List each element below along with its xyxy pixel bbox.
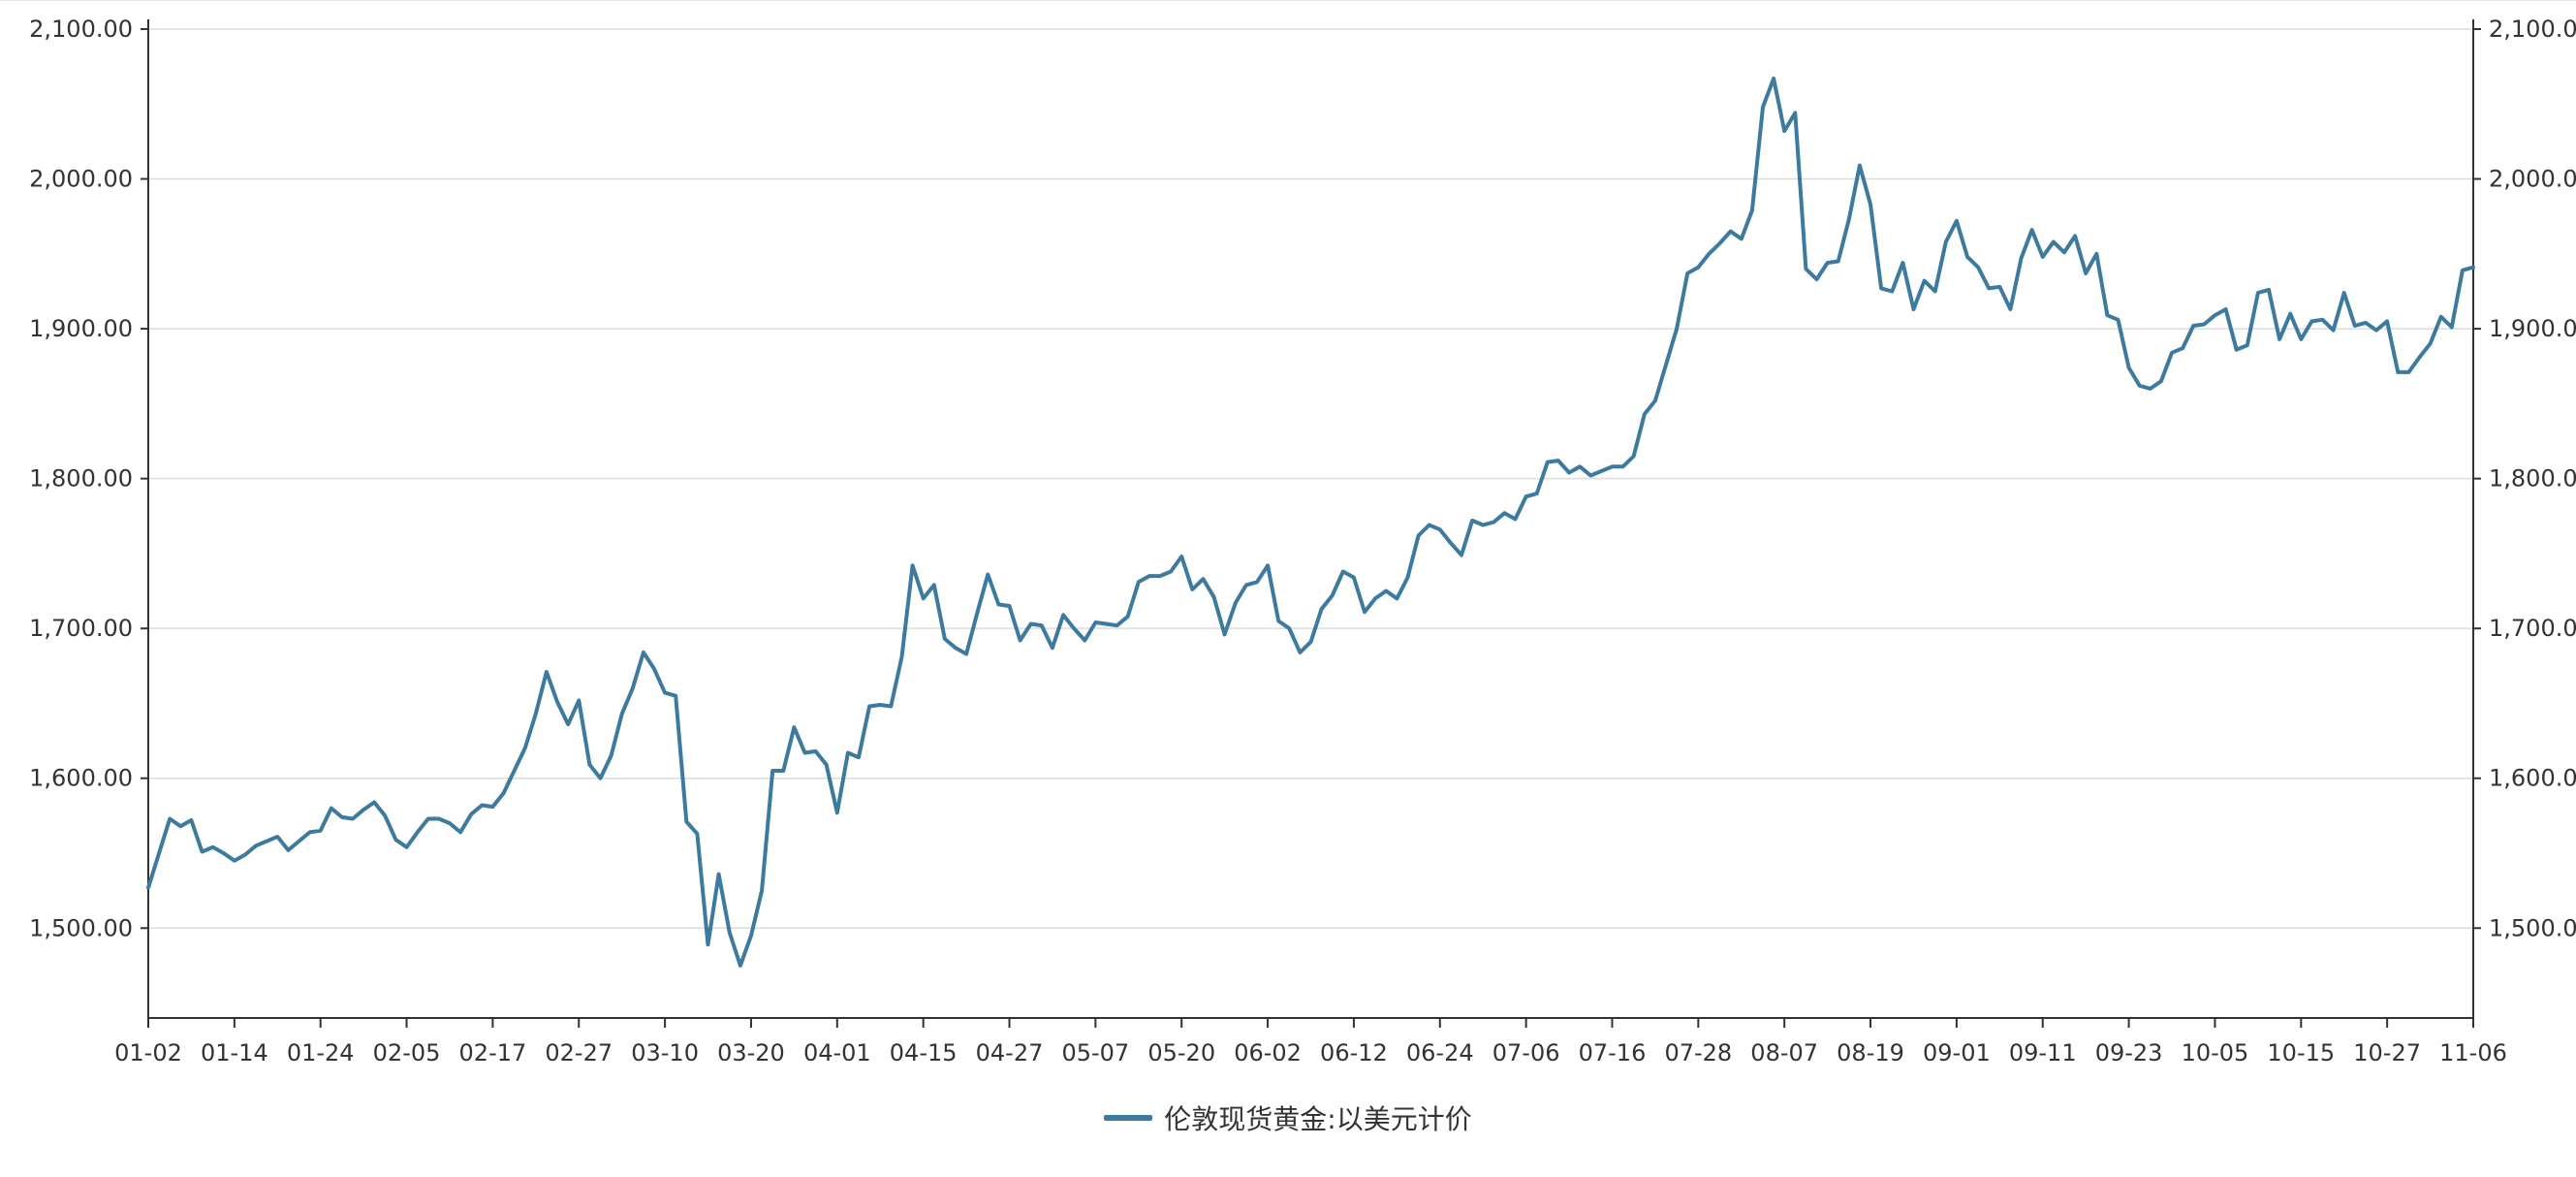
x-tick-label: 06-02 (1234, 1039, 1302, 1066)
x-tick-label: 01-02 (114, 1039, 182, 1066)
grid-lines (148, 28, 2473, 930)
x-tick-label: 02-05 (373, 1039, 441, 1066)
x-tick-label: 06-24 (1406, 1039, 1474, 1066)
y-tick-label-left: 1,700.00 (29, 615, 133, 642)
y-tick-label-right: 1,900.00 (2489, 315, 2576, 342)
y-tick-label-left: 2,100.00 (29, 16, 133, 43)
x-tick-label: 02-27 (545, 1039, 613, 1066)
x-tick-label: 01-14 (201, 1039, 268, 1066)
top-divider (0, 0, 2576, 1)
x-tick-label: 10-05 (2182, 1039, 2249, 1066)
x-tick-label: 09-01 (1923, 1039, 1991, 1066)
x-tick-label: 09-11 (2009, 1039, 2077, 1066)
x-tick-label: 10-15 (2267, 1039, 2335, 1066)
axes: 1,500.00 1,500.00 1,600.00 1,600.00 1,700.00… (29, 16, 2576, 1066)
x-tick-label: 03-20 (717, 1039, 785, 1066)
y-tick-label-right: 1,700.00 (2489, 615, 2576, 642)
y-tick-label-right: 1,800.00 (2489, 465, 2576, 493)
x-tick-label: 02-17 (459, 1039, 527, 1066)
series-line[interactable] (146, 77, 2475, 968)
legend[interactable]: 伦敦现货黄金:以美元计价 (0, 1096, 2576, 1140)
y-tick-label-right: 2,100.00 (2489, 16, 2576, 43)
y-tick-label-left: 2,000.00 (29, 166, 133, 193)
x-tick-label: 05-20 (1147, 1039, 1215, 1066)
y-tick-label-left: 1,500.00 (29, 914, 133, 941)
x-tick-label: 07-16 (1579, 1039, 1647, 1066)
legend-label: 伦敦现货黄金:以美元计价 (1164, 1103, 1472, 1135)
y-tick-label-right: 1,600.00 (2489, 765, 2576, 792)
x-tick-label: 03-10 (631, 1039, 699, 1066)
y-tick-label-left: 1,600.00 (29, 765, 133, 792)
series-layer (146, 77, 2475, 968)
x-tick-label: 08-19 (1837, 1039, 1904, 1066)
x-tick-label: 07-06 (1492, 1039, 1560, 1066)
legend-swatch (1104, 1115, 1153, 1121)
x-tick-label: 05-07 (1061, 1039, 1129, 1066)
x-tick-label: 08-07 (1750, 1039, 1818, 1066)
x-tick-label: 10-27 (2353, 1039, 2421, 1066)
x-tick-label: 11-06 (2439, 1039, 2507, 1066)
x-tick-label: 09-23 (2095, 1039, 2163, 1066)
x-tick-label: 04-01 (803, 1039, 871, 1066)
x-tick-label: 07-28 (1664, 1039, 1732, 1066)
x-tick-label: 06-12 (1320, 1039, 1388, 1066)
y-tick-label-right: 1,500.00 (2489, 914, 2576, 941)
y-tick-label-left: 1,800.00 (29, 465, 133, 493)
y-tick-label-right: 2,000.00 (2489, 166, 2576, 193)
y-tick-label-left: 1,900.00 (29, 315, 133, 342)
x-tick-label: 04-15 (890, 1039, 958, 1066)
x-tick-label: 04-27 (976, 1039, 1044, 1066)
x-tick-label: 01-24 (287, 1039, 355, 1066)
